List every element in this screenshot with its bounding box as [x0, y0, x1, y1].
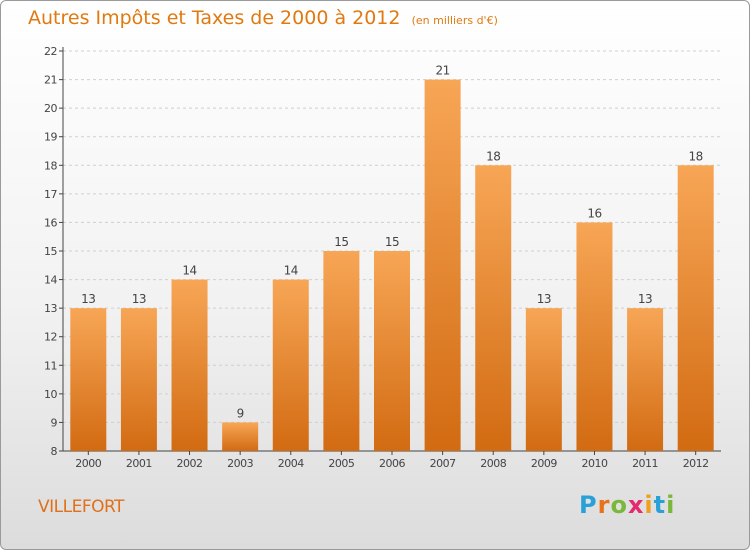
- chart-subtitle: (en milliers d'€): [411, 14, 498, 27]
- logo-letter: P: [579, 491, 598, 519]
- x-tick-label: 2009: [531, 457, 557, 470]
- logo-letter: i: [666, 491, 676, 519]
- bar: [222, 422, 259, 451]
- bar: [525, 308, 562, 451]
- bar-value-label: 16: [587, 206, 601, 220]
- bar-value-label: 15: [334, 235, 348, 249]
- y-tick-label: 22: [44, 45, 57, 58]
- chart-title: Autres Impôts et Taxes de 2000 à 2012: [28, 7, 401, 29]
- logo-letter: r: [597, 491, 611, 519]
- proxiti-logo: Proxiti: [579, 491, 675, 519]
- y-tick-label: 10: [44, 388, 57, 401]
- x-tick-label: 2008: [480, 457, 506, 470]
- bar: [70, 308, 107, 451]
- bar-value-label: 9: [237, 406, 244, 420]
- x-tick-label: 2002: [177, 457, 203, 470]
- bar-value-label: 13: [81, 292, 95, 306]
- y-tick-label: 15: [44, 245, 57, 258]
- title-block: Autres Impôts et Taxes de 2000 à 2012 (e…: [28, 7, 498, 29]
- x-tick-label: 2012: [683, 457, 709, 470]
- y-tick-label: 18: [44, 159, 57, 172]
- x-tick-label: 2005: [328, 457, 354, 470]
- bar-value-label: 21: [435, 64, 449, 78]
- x-tick-label: 2007: [430, 457, 456, 470]
- bar-value-label: 13: [537, 292, 551, 306]
- y-tick-label: 14: [44, 274, 57, 287]
- x-tick-label: 2010: [581, 457, 607, 470]
- bar: [120, 308, 157, 451]
- bar-value-label: 18: [486, 149, 500, 163]
- y-tick-label: 12: [44, 331, 57, 344]
- logo-letter: o: [610, 491, 628, 519]
- y-tick-label: 20: [44, 102, 57, 115]
- y-tick-label: 16: [44, 216, 57, 229]
- y-tick-label: 8: [51, 445, 58, 458]
- bar: [576, 222, 613, 451]
- bar: [374, 251, 410, 451]
- bar: [272, 279, 309, 451]
- bar-value-label: 13: [132, 292, 146, 306]
- bar: [424, 79, 461, 452]
- y-tick-label: 9: [51, 416, 58, 429]
- x-tick-label: 2011: [632, 457, 658, 470]
- bar-value-label: 13: [638, 292, 652, 306]
- bar-value-label: 18: [689, 149, 703, 163]
- y-tick-label: 13: [44, 302, 57, 315]
- bar: [323, 251, 360, 451]
- y-tick-label: 21: [44, 74, 57, 87]
- logo-letter: i: [644, 491, 654, 519]
- x-tick-label: 2006: [379, 457, 405, 470]
- bar-value-label: 14: [284, 264, 298, 278]
- logo-letter: x: [627, 491, 645, 519]
- y-tick-label: 19: [44, 131, 57, 144]
- commune-name: VILLEFORT: [38, 497, 124, 517]
- bar-value-label: 14: [182, 264, 196, 278]
- bar: [171, 279, 208, 451]
- y-tick-label: 11: [44, 359, 57, 372]
- x-tick-label: 2000: [75, 457, 101, 470]
- bar: [627, 308, 664, 451]
- x-tick-label: 2001: [126, 457, 152, 470]
- bar-value-label: 15: [385, 235, 399, 249]
- x-tick-label: 2004: [278, 457, 304, 470]
- bar: [677, 165, 714, 452]
- logo-letter: t: [653, 491, 667, 519]
- bar: [475, 165, 512, 452]
- y-tick-label: 17: [44, 188, 57, 201]
- x-tick-label: 2003: [227, 457, 253, 470]
